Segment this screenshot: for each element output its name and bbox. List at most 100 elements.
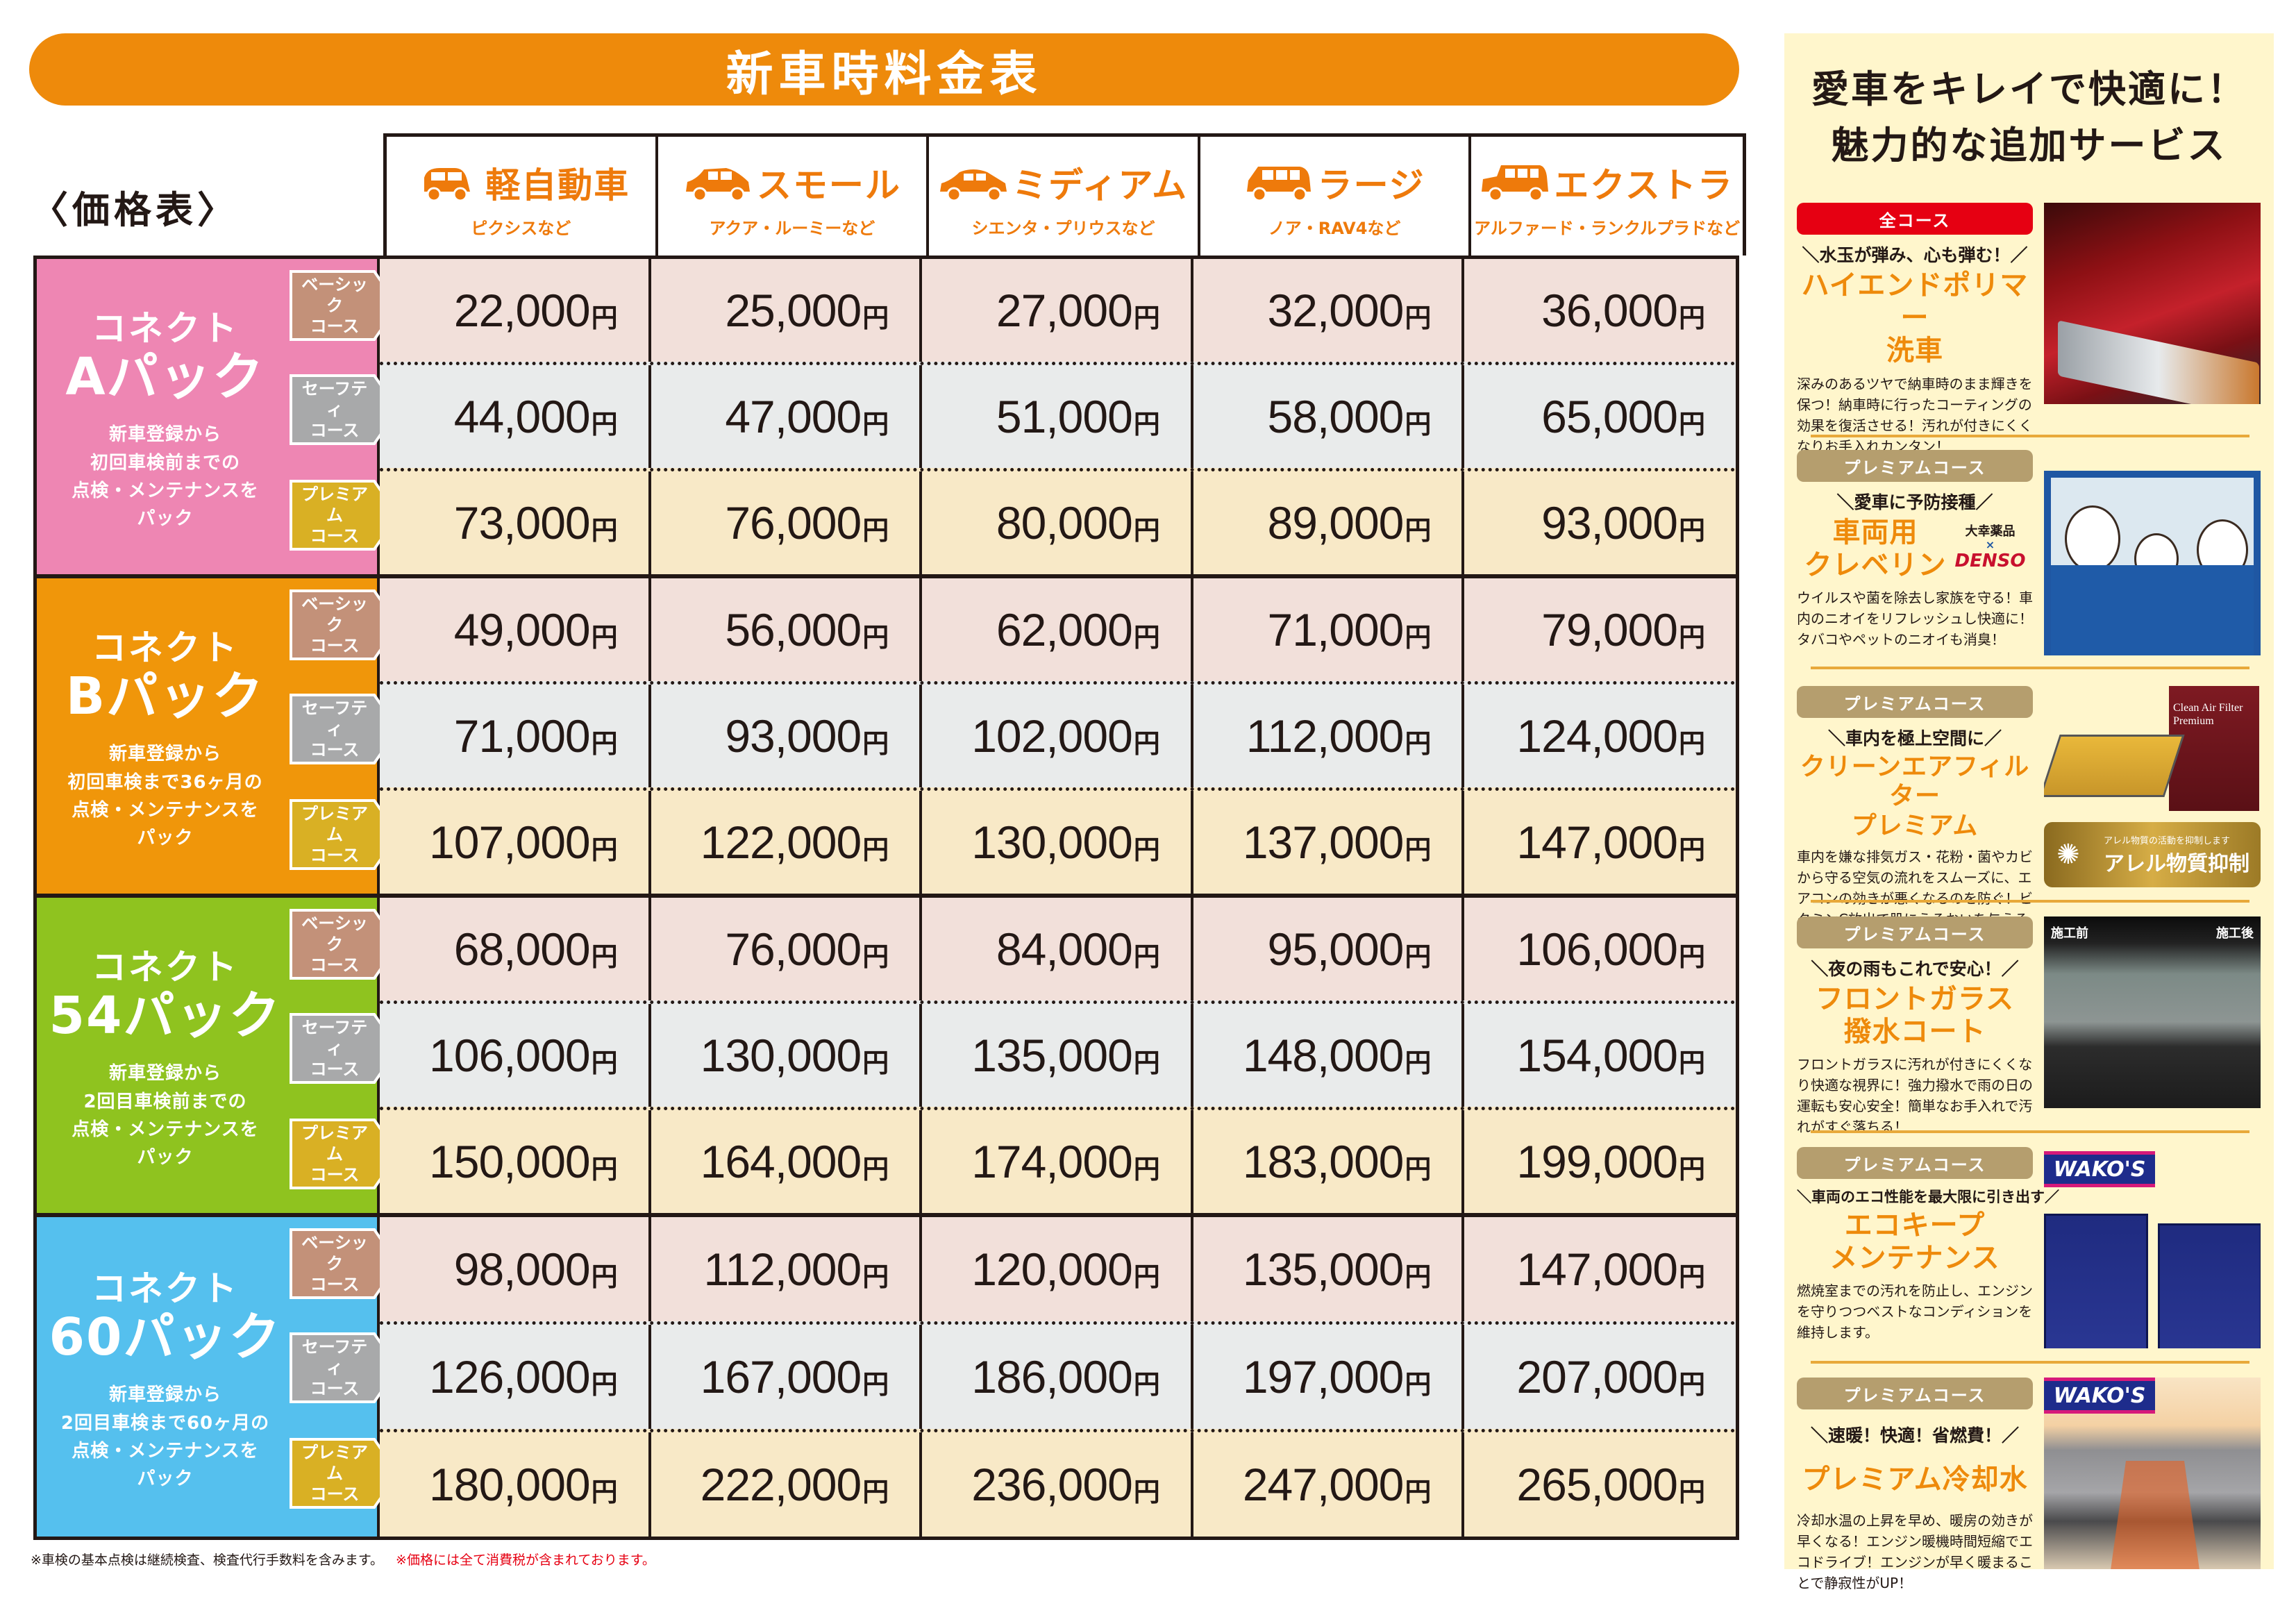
price-cell: 71,000 円 [380,685,651,787]
price-cell: 89,000 円 [1193,471,1465,574]
pack-label: コネクト 54パック 新車登録から 2回目車検前までの 点検・メンテナンスを パック … [37,898,415,1213]
column-examples: シエンタ・プリウスなど [971,218,1155,238]
course-tab-premium: プレミアム コース [292,1441,396,1506]
price-cell: 93,000 円 [1541,497,1705,549]
additional-services-sidebar: 愛車をキレイで快適に！ 魅力的な追加サービス 全コース ＼水玉が弾み、心も弾む！… [1784,33,2274,1591]
service-catchphrase: ＼水玉が弾み、心も弾む！／ [1802,245,2028,265]
extra-car-icon [1482,165,1549,201]
air-filter-product-image: Clean Air Filter Premium ✺ アレル物質の活動を抑制しま… [2044,686,2261,887]
pack-description: 新車登録から 2回目車検まで60ヶ月の 点検・メンテナンスを パック [60,1384,270,1490]
service-eco-keep-maintenance: プレミアムコース ＼車両のエコ性能を最大限に引き出す／ エコキープ メンテナンス … [1797,1147,2262,1369]
pack-description: 新車登録から 2回目車検前までの 点検・メンテナンスを パック [72,1063,259,1169]
price-cell: 93,000 円 [651,685,923,787]
price-cell: 222,000 円 [651,1432,923,1537]
service-catchphrase: ＼速暖！快適！省燃費！／ [1810,1425,2019,1446]
divider [1811,435,2249,437]
service-windshield-coating: プレミアムコース ＼夜の雨もこれで安心！／ フロントガラス 撥水コート フロントガ… [1797,916,2262,1139]
car-heater-illustration: WAKO'S [2044,1378,2261,1569]
price-cell: 154,000 円 [1516,1030,1705,1081]
course-tab-basic: ベーシック コース [292,912,396,977]
column-examples: アルファード・ランクルプラドなど [1474,218,1741,238]
filter-pad [2044,735,2185,797]
course-badge: プレミアムコース [1797,450,2033,482]
service-name: ハイエンドポリマー 洗車 [1801,269,2029,367]
price-cell: 207,000 円 [1516,1351,1705,1403]
pack-a: コネクト Aパック 新車登録から 初回車検前までの 点検・メンテナンスを パック ベー… [37,259,1736,578]
price-cell: 58,000 円 [1193,365,1465,468]
column-examples: ノア・RAV4など [1268,218,1401,238]
price-cell: 164,000 円 [651,1110,923,1213]
divider [1811,1361,2249,1364]
service-name: プレミアム冷却水 [1802,1464,2028,1496]
pack-description: 新車登録から 初回車検まで36ヶ月の 点検・メンテナンスを パック [67,744,263,849]
page-title-bar: 新車時料金表 [29,33,1739,106]
service-polymer-wash: 全コース ＼水玉が弾み、心も弾む！／ ハイエンドポリマー 洗車 深みのあるツヤで納… [1797,203,2262,455]
price-cell: 47,000 円 [651,365,923,468]
note-tax: ※価格には全て消費税が含まれております。 [396,1552,655,1568]
price-row-premium: 180,000 円 222,000 円 236,000 円 247,000 円 265,… [380,1429,1736,1537]
sidebar-title: 愛車をキレイで快適に！ 魅力的な追加サービス [1811,67,2247,167]
price-cell: 130,000 円 [651,1004,923,1107]
divider [1811,1130,2249,1133]
column-name: スモール [756,165,901,206]
price-cell: 183,000 円 [1193,1110,1465,1213]
pack-name-line1: コネクト [92,627,239,668]
service-description: ウイルスや菌を除去し家族を守る！車内のニオイをリフレッシュし快適に！タバコやペッ… [1797,589,2033,648]
price-cell: 95,000 円 [1193,898,1465,1001]
price-cell: 236,000 円 [922,1432,1193,1537]
column-examples: アクア・ルーミーなど [709,218,875,238]
pack-54: コネクト 54パック 新車登録から 2回目車検前までの 点検・メンテナンスを パック … [37,898,1736,1217]
price-cell: 150,000 円 [380,1110,651,1213]
course-badge: プレミアムコース [1797,1147,2033,1179]
pack-name-line2: 60パック [49,1307,282,1367]
column-name: ミディアム [1012,165,1188,206]
service-catchphrase: ＼夜の雨もこれで安心！／ [1811,959,2019,979]
wakos-product-image: WAKO'S [2044,1147,2261,1348]
price-cell: 137,000 円 [1193,791,1465,894]
price-row-safety: 106,000 円 130,000 円 135,000 円 148,000 円 154,… [380,1001,1736,1107]
price-cell: 167,000 円 [651,1325,923,1429]
price-cell: 36,000 円 [1541,285,1705,336]
service-name: エコキープ メンテナンス [1829,1209,2000,1275]
price-cell: 199,000 円 [1516,1136,1705,1187]
course-tab-basic: ベーシック コース [292,273,396,338]
pack-name-line2: Bパック [65,666,265,726]
price-cell: 126,000 円 [380,1325,651,1429]
kei-car-icon [424,167,471,201]
course-tab-safety: セーフティ コース [292,1335,396,1400]
price-cell: 62,000 円 [922,578,1193,681]
note-inspection: ※車検の基本点検は継続検査、検査代行手数料を含みます。 [31,1552,384,1568]
pack-name-line2: Aパック [65,346,265,407]
price-cell: 122,000 円 [651,791,923,894]
price-cell: 98,000 円 [380,1217,651,1321]
page-title: 新車時料金表 [726,47,1043,102]
small-car-icon [685,167,750,201]
price-cell: 102,000 円 [922,685,1193,787]
price-cell: 44,000 円 [380,365,651,468]
service-premium-coolant: プレミアムコース ＼速暖！快適！省燃費！／ プレミアム冷却水 冷却水温の上昇を早… [1797,1378,2262,1600]
course-badge: プレミアムコース [1797,916,2033,948]
price-cell: 112,000 円 [1193,685,1465,787]
price-table-label: 〈価格表〉 [31,188,239,232]
service-catchphrase: ＼車内を極上空間に／ [1827,728,2002,748]
product-box [2158,1223,2261,1348]
before-label: 施工前 [2051,926,2088,941]
filter-package: Clean Air Filter Premium [2169,686,2259,811]
footer-notes: ※車検の基本点検は継続検査、検査代行手数料を含みます。 ※価格には全て消費税が含… [31,1550,655,1568]
price-cell: 22,000 円 [380,259,651,362]
course-tab-premium: プレミアム コース [292,802,396,867]
service-cleverin: プレミアムコース ＼愛車に予防接種／ 車両用 クレベリン 大幸薬品 × DENSO… [1797,450,2262,672]
price-cell: 49,000 円 [380,578,651,681]
wakos-logo: WAKO'S [2044,1378,2155,1414]
allergy-suppression-badge: ✺ アレル物質の活動を抑制します アレル物質抑制 [2044,822,2261,887]
price-cell: 68,000 円 [380,898,651,1001]
price-cell: 112,000 円 [651,1217,923,1321]
column-header-extra: エクストラ アルファード・ランクルプラドなど [1471,137,1743,259]
product-box [2044,1214,2148,1348]
price-row-basic: 49,000 円 56,000 円 62,000 円 71,000 円 79,000 円 [380,578,1736,681]
pack-name-line1: コネクト [92,1268,239,1309]
course-tab-safety: セーフティ コース [292,696,396,762]
pack-name-line2: 54パック [49,985,282,1046]
column-examples: ピクシスなど [471,218,571,238]
price-cell: 106,000 円 [380,1004,651,1107]
